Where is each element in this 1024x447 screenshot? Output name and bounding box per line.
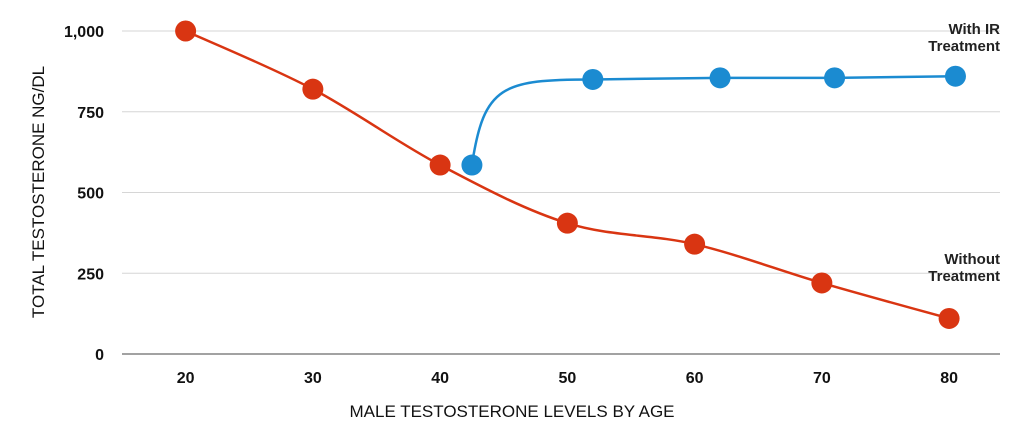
x-axis-title: MALE TESTOSTERONE LEVELS BY AGE xyxy=(349,402,674,421)
with-ir-treatment-line xyxy=(470,74,956,166)
x-tick-label: 80 xyxy=(940,370,958,387)
without-treatment-point xyxy=(429,154,451,176)
y-axis-title: TOTAL TESTOSTERONE NG/DL xyxy=(29,66,48,318)
without-treatment-label: Without xyxy=(944,251,1000,268)
y-tick-label: 250 xyxy=(77,266,104,283)
x-tick-label: 50 xyxy=(558,370,576,387)
without-treatment-point xyxy=(175,20,197,42)
y-tick-label: 500 xyxy=(77,186,104,203)
with-ir-treatment-point xyxy=(709,67,731,89)
y-axis-ticks: 0 250 500 750 1,000 xyxy=(64,24,104,364)
x-tick-label: 30 xyxy=(304,370,322,387)
with-ir-treatment-label: Treatment xyxy=(928,38,1000,55)
without-treatment-point xyxy=(556,212,578,234)
with-ir-treatment-label: With IR xyxy=(948,21,1000,38)
with-ir-treatment-point xyxy=(944,65,966,87)
x-tick-label: 20 xyxy=(177,370,195,387)
x-tick-label: 40 xyxy=(431,370,449,387)
y-tick-label: 0 xyxy=(95,347,104,364)
with-ir-treatment-point xyxy=(824,67,846,89)
x-tick-label: 60 xyxy=(686,370,704,387)
without-treatment-point xyxy=(811,272,833,294)
y-tick-label: 1,000 xyxy=(64,24,104,41)
with-ir-treatment-point xyxy=(582,68,604,90)
without-treatment-label: Treatment xyxy=(928,268,1000,285)
y-tick-label: 750 xyxy=(77,105,104,122)
with-ir-treatment-point xyxy=(461,154,483,176)
without-treatment-point xyxy=(302,78,324,100)
x-tick-label: 70 xyxy=(813,370,831,387)
x-axis-ticks: 20 30 40 50 60 70 80 xyxy=(177,370,958,387)
without-treatment-point xyxy=(938,307,960,329)
without-treatment-point xyxy=(684,233,706,255)
grid-lines xyxy=(122,30,1000,355)
series-points xyxy=(175,20,966,329)
